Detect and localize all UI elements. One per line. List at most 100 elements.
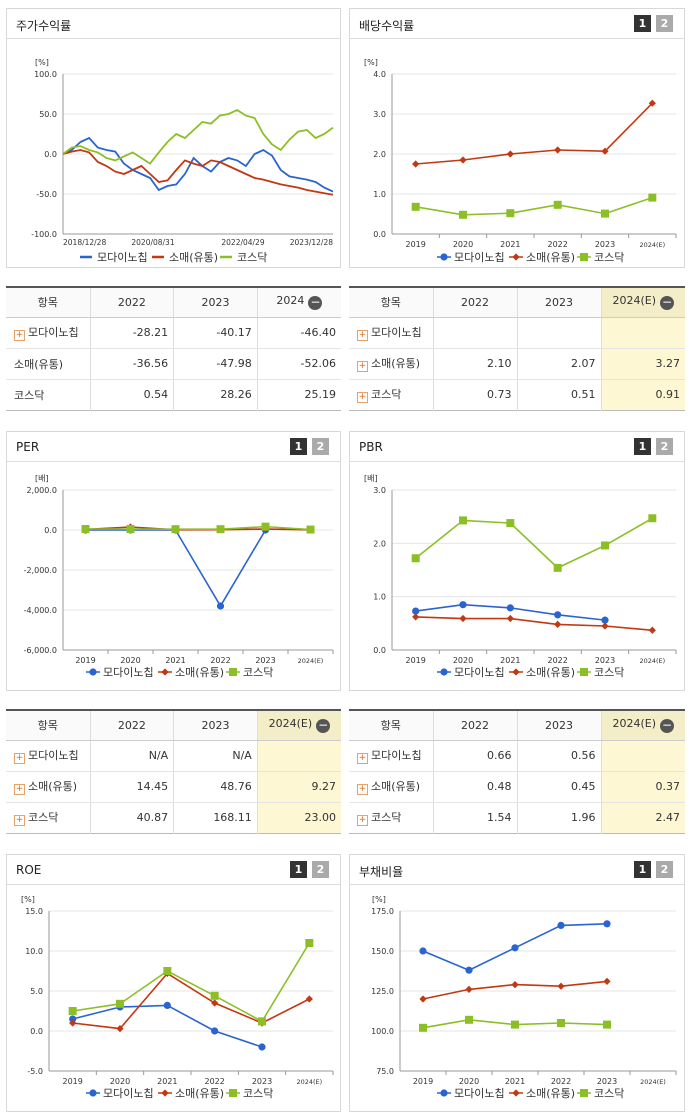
page-2-button[interactable]: 2 bbox=[656, 438, 673, 455]
expand-plus-icon[interactable]: + bbox=[14, 753, 25, 764]
dividend-yield-chart: [%] 4.0 3.0 2.0 1.0 0.0 2019 2020 2021 2022 2023 20… bbox=[364, 58, 677, 264]
series-line bbox=[415, 517, 653, 569]
expand-plus-icon[interactable]: + bbox=[14, 330, 25, 341]
table-row: 소매(유통) -36.56 -47.98 -52.06 bbox=[6, 348, 341, 380]
data-point bbox=[258, 1017, 266, 1026]
data-point bbox=[210, 991, 219, 1000]
data-point bbox=[419, 995, 427, 1003]
table-cell: 0.91 bbox=[600, 379, 685, 410]
legend-label: 모다이노칩 bbox=[103, 1087, 154, 1100]
page-1-button[interactable]: 1 bbox=[634, 15, 651, 32]
y-tick-label: 0.0 bbox=[44, 150, 57, 159]
row-label[interactable]: + 모다이노칩 bbox=[349, 317, 433, 349]
data-point bbox=[601, 209, 609, 218]
row-label[interactable]: + 소매(유통) bbox=[349, 348, 433, 380]
legend-label: 모다이노칩 bbox=[454, 251, 505, 264]
data-point bbox=[411, 202, 420, 211]
page-2-button[interactable]: 2 bbox=[312, 861, 329, 878]
table-cell: 48.76 bbox=[173, 771, 258, 803]
data-point bbox=[465, 985, 473, 993]
table-cell: -46.40 bbox=[256, 317, 341, 349]
y-tick-label: -6,000.0 bbox=[24, 646, 57, 655]
column-header-label: 2022 bbox=[461, 718, 489, 732]
legend-item: 소매(유통) bbox=[509, 666, 575, 679]
page-1-button[interactable]: 1 bbox=[634, 861, 651, 878]
table-cell: 2.47 bbox=[600, 802, 685, 833]
y-tick-label: 3.0 bbox=[373, 110, 386, 119]
collapse-minus-icon[interactable]: − bbox=[660, 718, 675, 734]
expand-plus-icon[interactable]: + bbox=[14, 784, 25, 795]
y-tick-label: 125.0 bbox=[371, 987, 394, 996]
pbr-chart: [배] 3.0 2.0 1.0 0.0 2019 2020 2021 2022 2023 2024(… bbox=[364, 474, 677, 679]
data-point bbox=[511, 981, 519, 989]
expand-plus-icon[interactable]: + bbox=[14, 815, 25, 826]
data-point bbox=[554, 620, 562, 628]
row-label[interactable]: + 모다이노칩 bbox=[6, 317, 90, 349]
collapse-minus-icon[interactable]: − bbox=[316, 718, 331, 734]
data-point bbox=[305, 939, 314, 947]
column-header: 2023 bbox=[173, 710, 258, 741]
series-line bbox=[72, 972, 310, 1030]
table-cell: N/A bbox=[89, 740, 174, 772]
collapse-minus-icon[interactable]: − bbox=[308, 295, 323, 311]
x-tick-label: 2024(E) bbox=[640, 1078, 666, 1086]
series-line bbox=[62, 149, 334, 196]
series-3 bbox=[411, 514, 657, 572]
panel-title: ROE bbox=[16, 863, 42, 877]
collapse-minus-icon[interactable]: − bbox=[660, 295, 675, 311]
row-label[interactable]: + 코스닥 bbox=[6, 802, 90, 833]
legend-label: 모다이노칩 bbox=[97, 251, 148, 264]
panel-title: 배당수익률 bbox=[359, 19, 415, 33]
row-label[interactable]: + 소매(유통) bbox=[6, 771, 90, 803]
data-point bbox=[258, 1043, 266, 1051]
column-header: 2024(E) − bbox=[256, 710, 341, 741]
expand-plus-icon[interactable]: + bbox=[357, 815, 368, 826]
x-tick-label: 2022 bbox=[210, 656, 230, 665]
row-label[interactable]: + 소매(유통) bbox=[349, 771, 433, 803]
x-tick-label: 2023 bbox=[595, 240, 615, 249]
legend-item: 모다이노칩 bbox=[437, 251, 505, 264]
legend-item: 코스닥 bbox=[226, 1087, 273, 1100]
series-1 bbox=[412, 601, 609, 624]
column-header: 2024(E) − bbox=[600, 710, 685, 741]
y-tick-label: -50.0 bbox=[36, 190, 57, 199]
table-cell: 2.07 bbox=[516, 348, 601, 380]
series-line bbox=[72, 942, 311, 1023]
row-label[interactable]: + 코스닥 bbox=[349, 379, 433, 410]
data-point bbox=[419, 1023, 427, 1032]
expand-plus-icon[interactable]: + bbox=[357, 753, 368, 764]
page-2-button[interactable]: 2 bbox=[656, 15, 673, 32]
x-tick-label: 2021 bbox=[157, 1077, 177, 1086]
data-point bbox=[229, 1089, 237, 1097]
expand-plus-icon[interactable]: + bbox=[357, 392, 368, 403]
page-1-button[interactable]: 1 bbox=[634, 438, 651, 455]
table-cell bbox=[516, 317, 601, 349]
page-1-button[interactable]: 1 bbox=[290, 438, 307, 455]
x-tick-label: 2024(E) bbox=[639, 657, 665, 665]
table-row: + 모다이노칩 0.66 0.56 bbox=[349, 740, 685, 772]
expand-plus-icon[interactable]: + bbox=[357, 361, 368, 372]
page-2-button[interactable]: 2 bbox=[312, 438, 329, 455]
page-1-button[interactable]: 1 bbox=[290, 861, 307, 878]
data-point bbox=[506, 209, 515, 218]
table-cell: 28.26 bbox=[173, 379, 258, 410]
column-header: 2023 bbox=[516, 287, 601, 318]
column-header: 2022 bbox=[89, 710, 174, 741]
data-point bbox=[459, 210, 467, 219]
data-point bbox=[161, 1089, 169, 1097]
panel-title: 주가수익률 bbox=[16, 19, 72, 33]
row-label[interactable]: + 모다이노칩 bbox=[349, 740, 433, 772]
data-point bbox=[440, 1089, 448, 1097]
row-label[interactable]: + 코스닥 bbox=[349, 802, 433, 833]
x-tick-label: 2018/12/28 bbox=[63, 238, 106, 247]
table-row: + 모다이노칩 bbox=[349, 317, 685, 349]
expand-plus-icon[interactable]: + bbox=[357, 330, 368, 341]
y-tick-label: 100.0 bbox=[371, 1027, 394, 1036]
page-2-button[interactable]: 2 bbox=[656, 861, 673, 878]
x-tick-label: 2023 bbox=[252, 1077, 272, 1086]
table-row: + 코스닥 0.73 0.51 0.91 bbox=[349, 379, 685, 410]
legend-label: 소매(유통) bbox=[526, 666, 575, 679]
expand-plus-icon[interactable]: + bbox=[357, 784, 368, 795]
row-label[interactable]: + 모다이노칩 bbox=[6, 740, 90, 772]
